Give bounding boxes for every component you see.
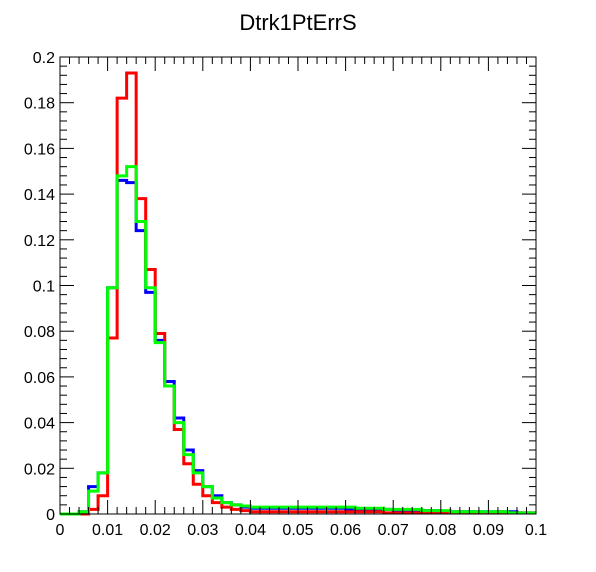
histogram-series-2	[60, 165, 536, 516]
y-tick-label: 0.18	[24, 96, 55, 113]
x-tick-label: 0.06	[330, 522, 361, 539]
y-tick-label: 0.12	[24, 233, 55, 250]
x-tick-label: 0	[56, 522, 65, 539]
x-tick-label: 0.07	[378, 522, 409, 539]
y-tick-label: 0.04	[24, 416, 55, 433]
histogram-series-1	[60, 71, 536, 516]
y-tick-label: 0.2	[33, 50, 55, 67]
x-tick-label: 0.02	[140, 522, 171, 539]
x-tick-label: 0.1	[525, 522, 547, 539]
x-tick-label: 0.05	[282, 522, 313, 539]
y-tick-label: 0.14	[24, 187, 55, 204]
x-tick-label: 0.01	[92, 522, 123, 539]
chart-title: Dtrk1PtErrS	[239, 10, 356, 35]
series-layer	[60, 71, 536, 516]
x-tick-label: 0.09	[473, 522, 504, 539]
plot-frame	[59, 56, 537, 515]
x-tick-label: 0.03	[187, 522, 218, 539]
y-tick-label: 0	[46, 507, 55, 524]
y-tick-label: 0.16	[24, 141, 55, 158]
y-tick-label: 0.1	[33, 279, 55, 296]
axis-layer: 0 0.01 0.02 0.03 0.04 0.05 0.06 0.07 0.08 0.09 0.1…	[24, 50, 547, 539]
histogram-series-0	[60, 178, 536, 516]
y-tick-label: 0.02	[24, 461, 55, 478]
x-tick-label: 0.08	[425, 522, 456, 539]
y-tick-label: 0.08	[24, 324, 55, 341]
x-tick-label: 0.04	[235, 522, 266, 539]
y-tick-label: 0.06	[24, 370, 55, 387]
